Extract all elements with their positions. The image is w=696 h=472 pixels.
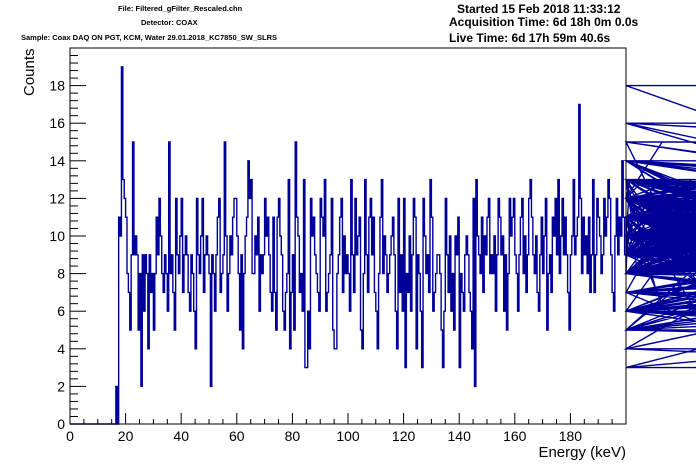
spectrum-histogram-line — [70, 66, 696, 425]
file-label: File: Filtered_gFilter_Rescaled.chn — [118, 4, 243, 13]
acquisition-time-label: Acquisition Time: 6d 18h 0m 0.0s — [449, 15, 639, 29]
x-tick-label: 60 — [229, 428, 245, 444]
y-tick-label: 4 — [57, 341, 65, 357]
y-tick-label: 16 — [49, 115, 65, 131]
x-tick-label: 20 — [118, 428, 134, 444]
y-tick-label: 14 — [49, 153, 65, 169]
y-tick-label: 8 — [57, 266, 65, 282]
y-axis: 0 2 4 6 8 10 12 14 16 18 — [49, 47, 86, 432]
x-tick-label: 100 — [336, 428, 360, 444]
x-axis: 0 20 40 60 80 100 120 140 160 180 — [66, 413, 627, 444]
y-tick-label: 0 — [57, 416, 65, 432]
y-tick-label: 12 — [49, 190, 65, 206]
x-tick-label: 40 — [173, 428, 189, 444]
y-tick-label: 2 — [57, 378, 65, 394]
x-axis-label: Energy (keV) — [538, 444, 626, 461]
sample-label: Sample: Coax DAQ ON PGT, KCM, Water 29.0… — [21, 33, 278, 42]
x-tick-label: 0 — [66, 428, 74, 444]
y-axis-label: Counts — [21, 48, 38, 96]
x-tick-label: 180 — [559, 428, 583, 444]
x-tick-label: 120 — [392, 428, 416, 444]
x-tick-label: 160 — [503, 428, 527, 444]
x-tick-label: 140 — [448, 428, 472, 444]
detector-label: Detector: COAX — [141, 18, 198, 27]
started-label: Started 15 Feb 2018 11:33:12 — [457, 2, 621, 16]
live-time-label: Live Time: 6d 17h 59m 40.6s — [449, 31, 611, 45]
x-tick-label: 80 — [285, 428, 301, 444]
y-tick-label: 6 — [57, 303, 65, 319]
y-tick-label: 18 — [49, 78, 65, 94]
y-tick-label: 10 — [49, 228, 65, 244]
